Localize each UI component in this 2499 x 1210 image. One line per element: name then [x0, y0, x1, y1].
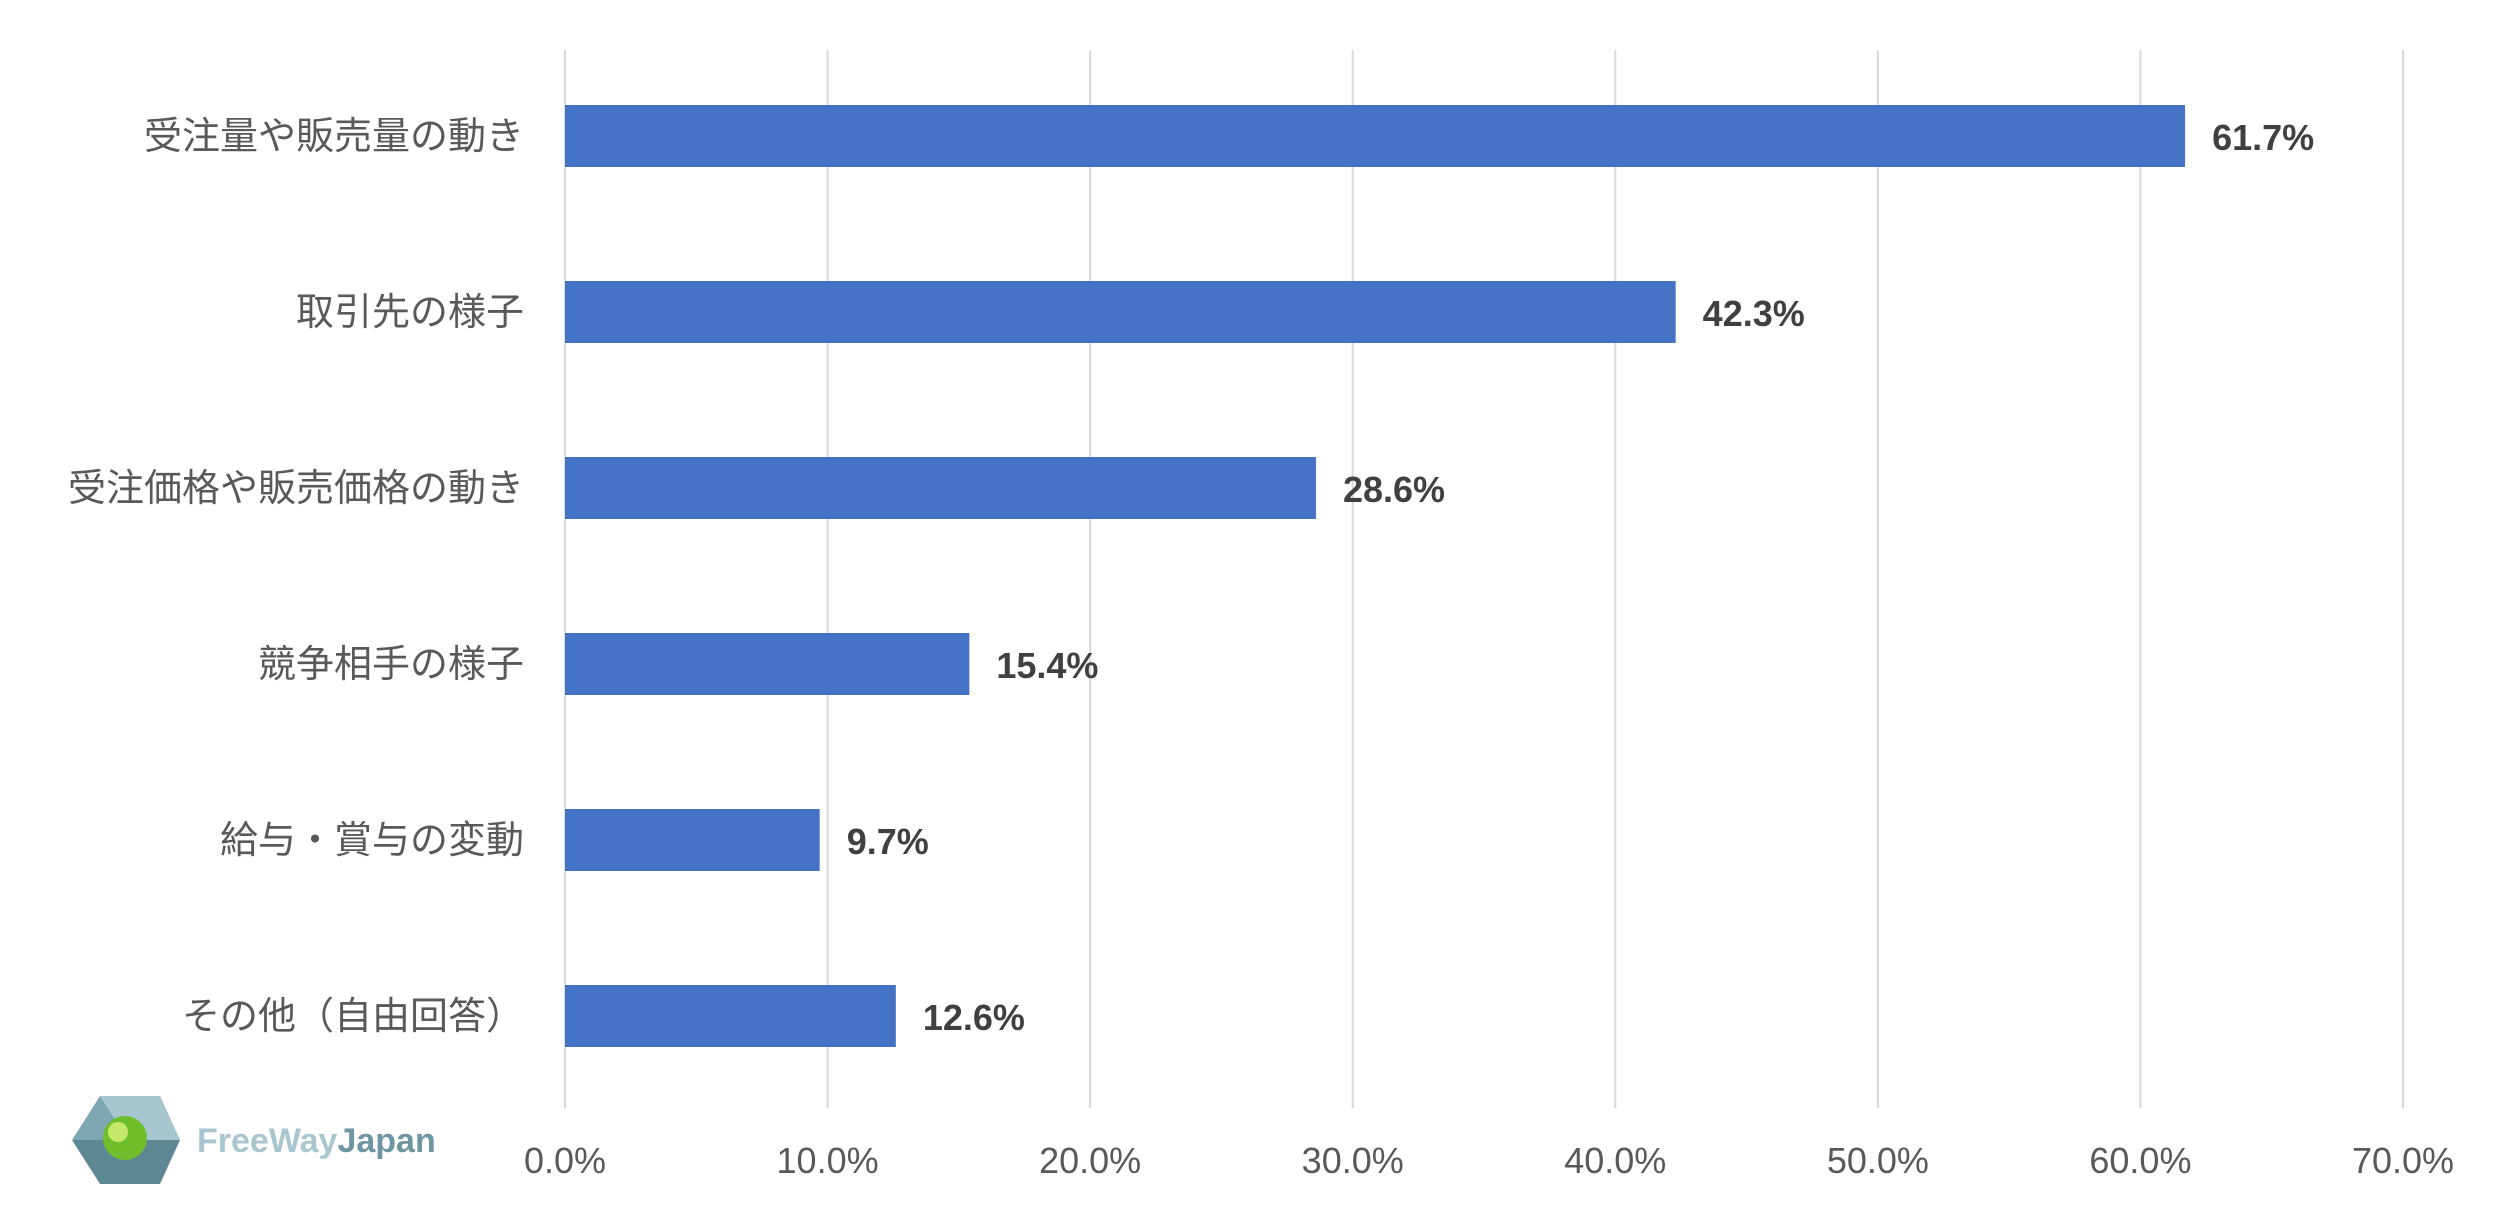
bar [565, 809, 820, 871]
category-label: 給与・賞与の変動 [220, 818, 524, 862]
bar [565, 633, 970, 695]
grid-lines [564, 50, 2404, 1108]
data-label: 28.6% [1343, 469, 1445, 510]
freewayjapan-logo: FreeWayJapan [72, 1096, 436, 1184]
x-tick-label: 40.0% [1564, 1140, 1666, 1181]
svg-text:FreeWayJapan: FreeWayJapan [197, 1122, 436, 1160]
category-label: 受注価格や販売価格の動き [68, 466, 524, 510]
logo-text-part2: Japan [337, 1122, 435, 1160]
data-label: 42.3% [1703, 293, 1805, 334]
x-tick-label: 50.0% [1827, 1140, 1929, 1181]
bar [565, 457, 1316, 519]
x-tick-label: 10.0% [777, 1140, 879, 1181]
logo-text-part1: FreeWay [197, 1122, 338, 1160]
data-label: 12.6% [923, 997, 1025, 1038]
bar [565, 105, 2186, 167]
category-labels: 受注量や販売量の動き取引先の様子受注価格や販売価格の動き競争相手の様子給与・賞与… [68, 114, 524, 1038]
bars [565, 105, 2186, 1047]
data-label: 15.4% [996, 645, 1098, 686]
category-label: その他（自由回答） [182, 994, 524, 1038]
x-tick-label: 60.0% [2089, 1140, 2191, 1181]
category-label: 取引先の様子 [296, 290, 524, 334]
x-tick-label: 0.0% [524, 1140, 606, 1181]
logo-mark-icon [72, 1096, 180, 1184]
category-label: 競争相手の様子 [258, 642, 524, 686]
x-tick-label: 70.0% [2352, 1140, 2454, 1181]
bar [565, 281, 1676, 343]
category-label: 受注量や販売量の動き [144, 114, 524, 158]
data-labels: 61.7% 42.3% 28.6% 15.4% 9.7% 12.6% [847, 117, 2314, 1038]
x-tick-labels: 0.0% 10.0% 20.0% 30.0% 40.0% 50.0% 60.0% 70.0% [524, 1140, 2454, 1181]
data-label: 61.7% [2212, 117, 2314, 158]
x-tick-label: 20.0% [1039, 1140, 1141, 1181]
data-label: 9.7% [847, 821, 929, 862]
x-tick-label: 30.0% [1302, 1140, 1404, 1181]
bar [565, 985, 896, 1047]
